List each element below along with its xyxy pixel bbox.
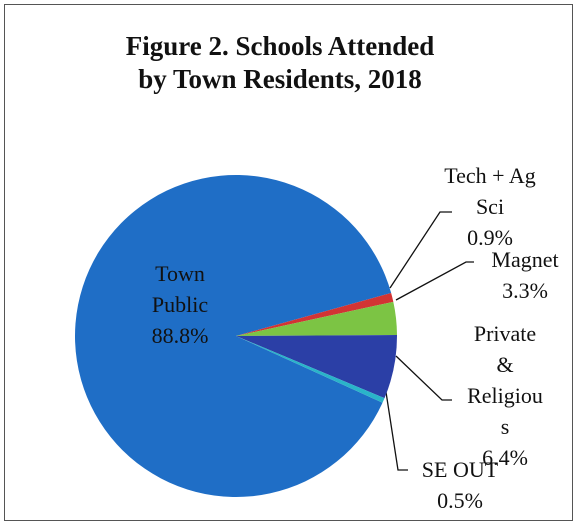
pie-slice bbox=[75, 174, 392, 497]
slice-label: Tech + Ag Sci 0.9% bbox=[440, 160, 540, 253]
pie-slice bbox=[236, 292, 394, 336]
category-label: Magnet bbox=[491, 247, 559, 272]
leader-line bbox=[395, 261, 474, 301]
chart-title: Figure 2. Schools Attended by Town Resid… bbox=[125, 31, 435, 94]
slice-label: SE OUT 0.5% bbox=[405, 454, 515, 516]
category-label: Town Public bbox=[151, 261, 209, 317]
category-label: Tech + Ag Sci bbox=[444, 163, 536, 219]
leader-line bbox=[395, 355, 452, 401]
pie-slice bbox=[236, 301, 397, 336]
category-label: SE OUT bbox=[421, 457, 499, 482]
category-label: Private & Religious bbox=[467, 321, 543, 439]
value-label: 0.9% bbox=[467, 225, 513, 250]
slice-label: Town Public 88.8% bbox=[132, 258, 228, 351]
value-label: 3.3% bbox=[502, 278, 548, 303]
chart-frame bbox=[4, 4, 573, 521]
leader-line bbox=[385, 391, 408, 471]
value-label: 0.5% bbox=[437, 488, 483, 513]
value-label: 6.4% bbox=[482, 445, 528, 470]
leader-line bbox=[389, 211, 452, 289]
slice-label: Magnet 3.3% bbox=[470, 244, 579, 306]
value-label: 88.8% bbox=[151, 323, 209, 348]
slice-label: Private & Religious 6.4% bbox=[465, 318, 545, 473]
leader-lines bbox=[385, 211, 474, 471]
pie-slice bbox=[236, 336, 385, 403]
pie-slice bbox=[236, 334, 397, 399]
